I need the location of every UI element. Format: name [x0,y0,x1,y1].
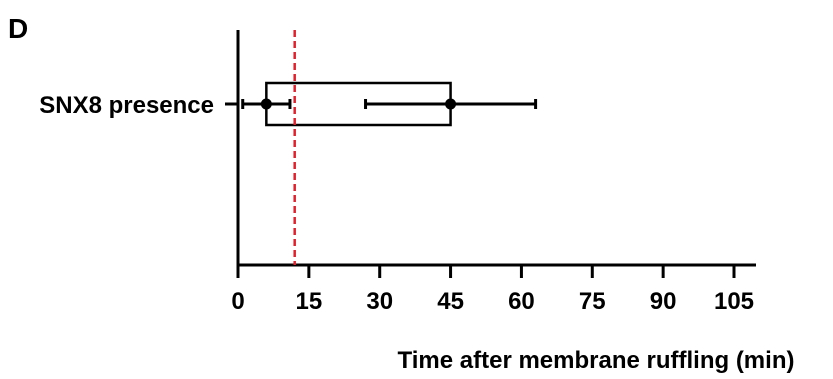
data-point-0 [260,98,272,110]
panel-label: D [8,13,28,44]
data-point-1 [445,98,457,110]
plot-area: 0 15 30 45 60 75 90 105 SNX8 presence [39,30,756,315]
x-tick-label-60: 60 [508,288,535,315]
x-tick-label-30: 30 [366,288,393,315]
x-tick-label-90: 90 [650,288,677,315]
x-tick-label-75: 75 [579,288,606,315]
x-tick-label-15: 15 [296,288,323,315]
x-tick-label-0: 0 [231,288,244,315]
x-tick-label-105: 105 [714,288,754,315]
y-category-label: SNX8 presence [39,92,214,119]
x-axis-label: Time after membrane ruffling (min) [398,347,795,374]
x-tick-label-45: 45 [437,288,464,315]
